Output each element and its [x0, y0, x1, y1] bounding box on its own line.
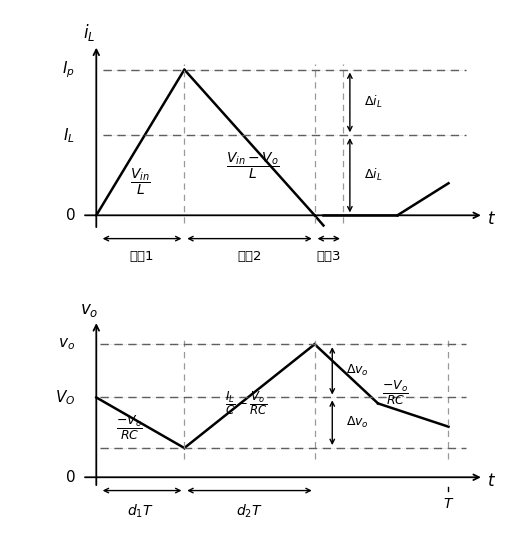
Text: $I_L$: $I_L$	[63, 126, 75, 144]
Text: $V_O$: $V_O$	[55, 388, 75, 407]
Text: $0$: $0$	[64, 469, 75, 486]
Text: $t$: $t$	[487, 211, 496, 228]
Text: $i_L$: $i_L$	[83, 22, 95, 43]
Text: $\Delta v_o$: $\Delta v_o$	[346, 363, 369, 378]
Text: $\dfrac{V_{in}-V_o}{L}$: $\dfrac{V_{in}-V_o}{L}$	[226, 150, 280, 181]
Text: $T$: $T$	[443, 497, 454, 511]
Text: 模态2: 模态2	[237, 251, 262, 263]
Text: 模态3: 模态3	[316, 251, 341, 263]
Text: $\dfrac{-V_o}{RC}$: $\dfrac{-V_o}{RC}$	[383, 379, 409, 408]
Text: $t$: $t$	[487, 473, 496, 490]
Text: $\dfrac{-V_o}{RC}$: $\dfrac{-V_o}{RC}$	[116, 414, 143, 442]
Text: 模态1: 模态1	[130, 251, 155, 263]
Text: $\Delta i_L$: $\Delta i_L$	[364, 167, 383, 183]
Text: $v_o$: $v_o$	[80, 302, 99, 319]
Text: $\Delta i_L$: $\Delta i_L$	[364, 95, 383, 111]
Text: $v_o$: $v_o$	[58, 336, 75, 352]
Text: $0$: $0$	[64, 207, 75, 223]
Text: $\Delta v_o$: $\Delta v_o$	[346, 415, 369, 430]
Text: $\dfrac{V_{in}}{L}$: $\dfrac{V_{in}}{L}$	[130, 166, 151, 197]
Text: $d_1T$: $d_1T$	[127, 503, 154, 520]
Text: $\dfrac{I_L}{C}-\dfrac{V_o}{RC}$: $\dfrac{I_L}{C}-\dfrac{V_o}{RC}$	[225, 389, 267, 416]
Text: $I_p$: $I_p$	[62, 59, 75, 80]
Text: $d_2T$: $d_2T$	[236, 503, 263, 520]
